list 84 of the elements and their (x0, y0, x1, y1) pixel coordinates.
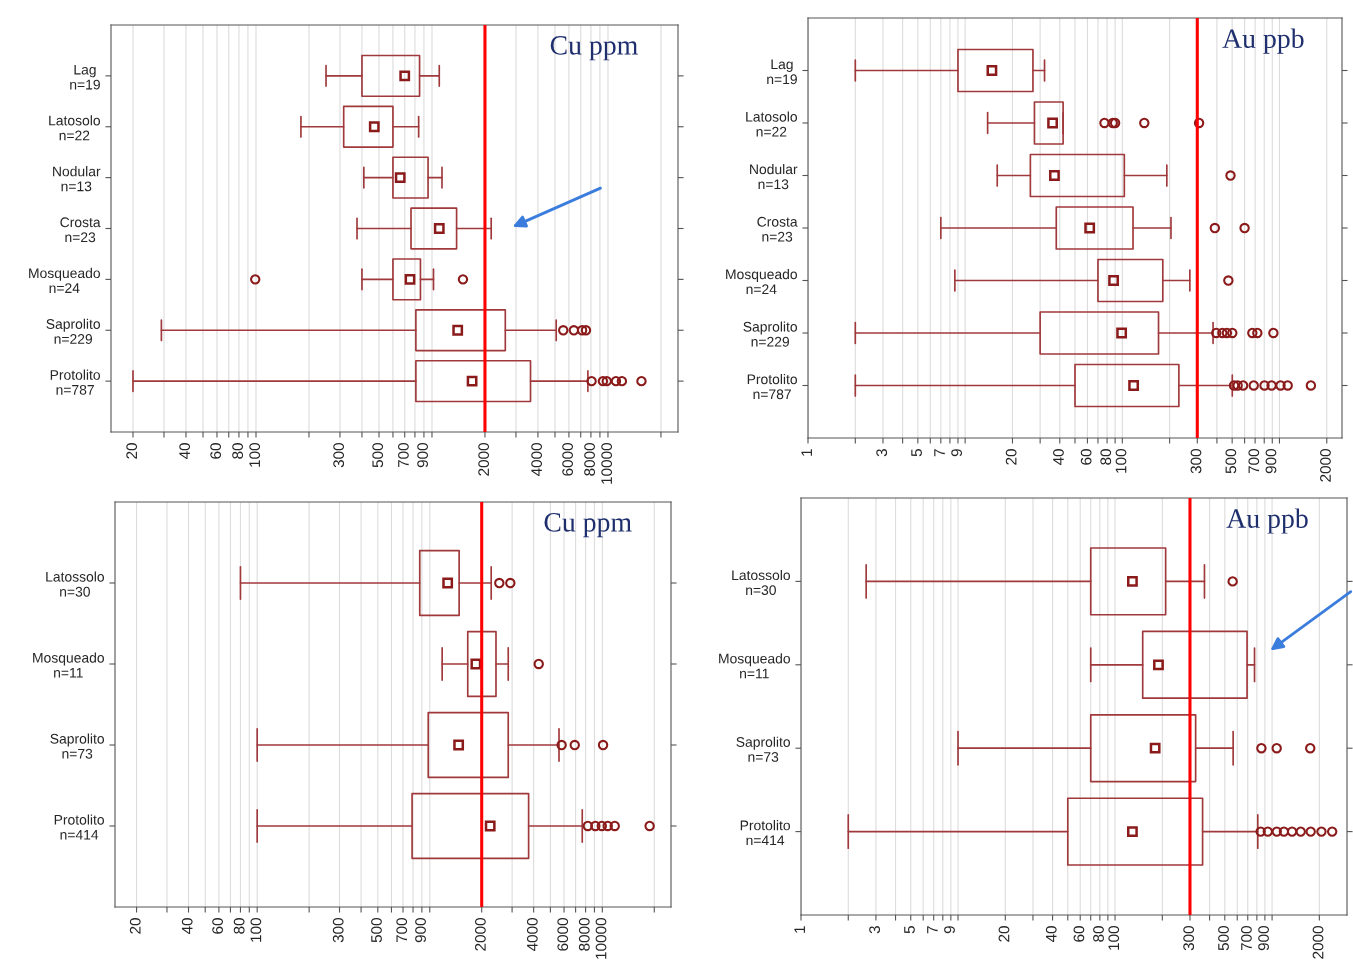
x-tick-label: 1 (794, 926, 805, 933)
x-tick-label: 900 (1258, 926, 1269, 951)
x-tick-label: 60 (1073, 926, 1085, 942)
x-tick-label: 5 (911, 449, 922, 457)
x-tick-label: 80 (1093, 926, 1104, 942)
x-tick-label: 2000 (478, 443, 490, 476)
y-tick-label: Protolito n=414 (740, 820, 790, 846)
x-tick-label: 100 (1115, 449, 1127, 473)
x-tick-label: 60 (212, 918, 223, 934)
x-tick-label: 700 (396, 918, 408, 943)
x-tick-label: 3 (876, 449, 888, 457)
y-tick-label: Nodular n=13 (750, 163, 798, 190)
y-tick-label: Protolito n=787 (747, 373, 797, 400)
x-tick-label: 900 (415, 918, 426, 943)
x-tick-label: 700 (1241, 926, 1252, 951)
x-tick-label: 20 (129, 918, 141, 934)
x-tick-label: 100 (249, 443, 261, 467)
x-tick-label: 60 (1080, 449, 1092, 465)
x-tick-label: 40 (1045, 926, 1057, 943)
y-tick-label: Lag n=19 (70, 64, 100, 90)
y-tick-label: Saprolito n=229 (743, 321, 797, 347)
y-tick-label: Lag n=19 (767, 59, 797, 85)
x-tick-label: 80 (1100, 449, 1112, 465)
y-tick-label: Protolito n=414 (54, 814, 104, 840)
x-tick-label: 2000 (1312, 926, 1324, 959)
x-tick-label: 700 (398, 443, 409, 468)
x-tick-label: 1 (801, 449, 812, 456)
x-tick-label: 2000 (474, 918, 486, 951)
x-tick-label: 500 (1225, 449, 1237, 474)
y-tick-label: Latosolo n=22 (49, 115, 101, 141)
x-tick-label: 7 (927, 926, 938, 934)
y-tick-label: Saprolito n=73 (50, 733, 104, 759)
y-tick-label: Latossolo n=30 (732, 569, 791, 596)
x-tick-label: 500 (1218, 926, 1229, 951)
x-tick-label: 8000 (578, 918, 590, 951)
y-tick-label: Nodular n=13 (53, 166, 101, 192)
y-tick-label: Mosqueado n=24 (726, 268, 798, 295)
x-tick-label: 10000 (595, 918, 607, 959)
x-tick-label: 900 (1265, 449, 1277, 474)
x-tick-label: 6000 (562, 443, 574, 476)
chart-title: Cu ppm (550, 36, 638, 61)
x-tick-label: 20 (1005, 449, 1017, 465)
x-tick-label: 9 (944, 926, 955, 934)
x-tick-label: 8000 (584, 443, 596, 476)
x-tick-label: 40 (1053, 449, 1064, 466)
x-tick-label: 300 (332, 918, 344, 943)
x-tick-label: 3 (869, 926, 881, 934)
x-tick-label: 10000 (601, 443, 613, 484)
y-tick-label: Crosta n=23 (757, 216, 798, 242)
x-tick-label: 4000 (526, 918, 538, 952)
x-tick-label: 900 (417, 443, 429, 468)
y-tick-label: Mosqueado n=24 (29, 267, 101, 293)
x-tick-label: 700 (1248, 449, 1260, 474)
x-tick-label: 6000 (557, 918, 569, 951)
x-tick-label: 60 (210, 443, 222, 459)
chart-title: Au ppb (1226, 508, 1308, 534)
y-tick-label: Latossolo n=30 (46, 571, 105, 597)
x-tick-label: 7 (934, 449, 945, 457)
x-tick-label: 300 (1190, 449, 1202, 474)
x-tick-label: 40 (181, 918, 193, 935)
x-tick-label: 500 (371, 918, 382, 943)
x-tick-label: 300 (1183, 926, 1195, 951)
y-tick-label: Latosolo n=22 (746, 111, 798, 137)
x-tick-label: 100 (250, 918, 262, 942)
x-tick-label: 20 (998, 926, 1010, 942)
y-tick-label: Mosqueado n=11 (719, 653, 791, 679)
y-tick-label: Mosqueado n=11 (33, 652, 105, 678)
y-tick-label: Saprolito n=229 (46, 318, 100, 344)
x-tick-label: 80 (232, 443, 244, 459)
x-tick-label: 100 (1108, 926, 1120, 950)
x-tick-label: 2000 (1320, 449, 1331, 482)
x-tick-label: 40 (179, 443, 191, 460)
x-tick-label: 300 (333, 443, 345, 468)
chart-title: Cu ppm (544, 513, 632, 538)
x-tick-label: 4000 (531, 443, 543, 477)
chart-title: Au ppb (1222, 28, 1304, 54)
x-tick-label: 20 (126, 443, 138, 459)
y-tick-label: Protolito n=787 (50, 369, 100, 395)
y-tick-label: Crosta n=23 (60, 217, 101, 243)
y-tick-label: Saprolito n=73 (736, 736, 790, 762)
x-tick-label: 9 (951, 449, 963, 457)
x-tick-label: 80 (233, 918, 245, 934)
x-tick-label: 500 (372, 443, 384, 468)
x-tick-label: 5 (904, 926, 915, 934)
